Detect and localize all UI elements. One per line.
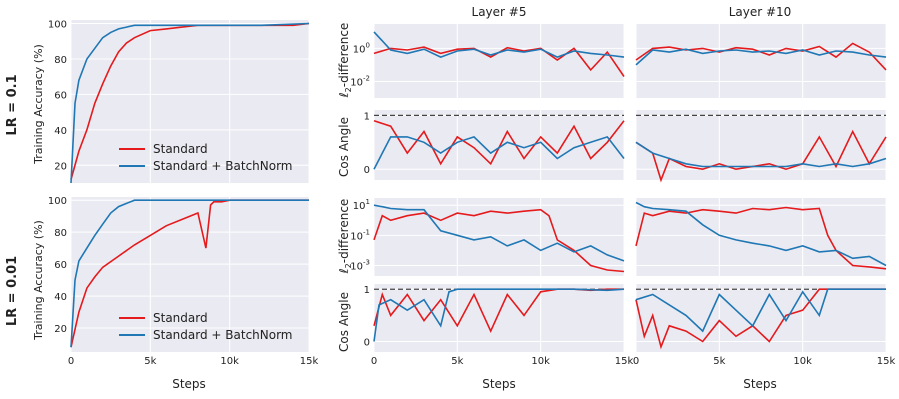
ytick-label-cos_lr2_l5-0: 1 [364, 285, 370, 296]
xtick-label-cos_lr2_l10-1: 5k [713, 356, 725, 367]
series-line-acc_lr2-batchnorm [70, 199, 309, 348]
panel-bg-l2_lr1_l5 [374, 24, 624, 98]
xtick-label-acc_lr2-0: 0 [68, 356, 74, 367]
ytick-label-acc_lr2-1: 40 [54, 292, 67, 303]
panel-bg-cos_lr2_l10 [636, 284, 886, 352]
ytick-label-l2_lr1_l5-1: 10-2 [350, 74, 370, 88]
ytick-label-acc_lr2-0: 20 [54, 324, 67, 335]
ytick-label-acc_lr2-3: 80 [54, 228, 67, 239]
ylabel-cos-top: Cos Angle [337, 117, 351, 177]
panel-bg-l2_lr1_l10 [636, 24, 886, 98]
ylabel-l2-bottom: ℓ2-difference [337, 199, 353, 275]
xtick-label-acc_lr2-3: 15k [300, 356, 319, 367]
series-line-l2_lr1_l10-batchnorm [635, 48, 887, 66]
ytick-label-cos_lr1_l5-1: 0 [364, 165, 370, 176]
panel-bg-acc_lr2 [71, 197, 309, 352]
series-line-l2_lr2_l10-batchnorm [635, 201, 887, 267]
series-line-l2_lr2_l10-standard [635, 206, 887, 270]
xtick-label-cos_lr2_l5-1: 5k [451, 356, 463, 367]
panel-bg-acc_lr1 [71, 20, 309, 183]
series-line-l2_lr2_l5-batchnorm [373, 204, 625, 262]
xtick-label-cos_lr2_l5-3: 15k [615, 356, 634, 367]
ytick-label-cos_lr2_l5-1: 0 [364, 338, 370, 349]
ytick-label-acc_lr2-2: 60 [54, 260, 67, 271]
row-label-lr1: LR = 0.1 [5, 74, 20, 135]
ytick-label-acc_lr1-1: 40 [54, 126, 67, 137]
xtick-label-cos_lr2_l10-2: 10k [793, 356, 812, 367]
panel-bg-l2_lr2_l5 [374, 198, 624, 276]
series-line-cos_lr2_l5-batchnorm [373, 288, 625, 342]
xlabel-mid: Steps [482, 377, 516, 391]
row-label-lr2: LR = 0.01 [5, 256, 20, 326]
xtick-label-acc_lr2-1: 5k [144, 356, 156, 367]
xtick-label-cos_lr2_l5-0: 0 [371, 356, 377, 367]
ytick-label-acc_lr1-3: 80 [54, 55, 67, 66]
ytick-label-acc_lr1-4: 100 [48, 20, 67, 31]
xtick-label-cos_lr2_l10-3: 15k [877, 356, 896, 367]
series-line-l2_lr1_l5-batchnorm [373, 31, 625, 58]
panel-bg-cos_lr2_l5 [374, 284, 624, 352]
series-line-cos_lr1_l10-batchnorm [635, 141, 887, 168]
col-title-layer5: Layer #5 [472, 5, 527, 19]
xtick-label-cos_lr2_l10-0: 0 [633, 356, 639, 367]
ytick-label-acc_lr1-2: 60 [54, 90, 67, 101]
series-line-cos_lr1_l5-batchnorm [373, 135, 625, 170]
xlabel-right: Steps [743, 377, 777, 391]
xlabel-left: Steps [172, 377, 206, 391]
ytick-label-l2_lr2_l5-0: 101 [353, 198, 370, 212]
ylabel-acc-top: Training Accuracy (%) [32, 44, 45, 165]
legend-label-acc_lr2-1: Standard + BatchNorm [153, 328, 293, 342]
panel-bg-cos_lr1_l10 [636, 110, 886, 180]
legend-label-acc_lr1-1: Standard + BatchNorm [153, 159, 293, 173]
ytick-label-l2_lr2_l5-2: 10-3 [350, 258, 370, 272]
col-title-layer10: Layer #10 [729, 5, 792, 19]
ylabel-cos-bottom: Cos Angle [337, 292, 351, 352]
series-line-acc_lr2-standard [70, 199, 309, 348]
legend-label-acc_lr2-0: Standard [153, 311, 208, 325]
series-line-cos_lr2_l10-batchnorm [635, 288, 886, 333]
series-line-acc_lr1-batchnorm [70, 22, 310, 184]
ytick-label-l2_lr1_l5-0: 100 [353, 41, 370, 55]
ytick-label-cos_lr1_l5-0: 1 [364, 111, 370, 122]
xtick-label-cos_lr2_l5-2: 10k [531, 356, 550, 367]
ytick-label-acc_lr1-0: 20 [54, 161, 67, 172]
series-line-l2_lr2_l5-standard [373, 208, 625, 273]
ytick-label-acc_lr2-4: 100 [48, 196, 67, 207]
ylabel-acc-bottom: Training Accuracy (%) [32, 220, 45, 341]
ytick-label-l2_lr2_l5-1: 10-1 [350, 228, 370, 242]
xtick-label-acc_lr2-2: 10k [220, 356, 239, 367]
ylabel-l2-top: ℓ2-difference [337, 23, 353, 99]
legend-label-acc_lr1-0: Standard [153, 142, 208, 156]
